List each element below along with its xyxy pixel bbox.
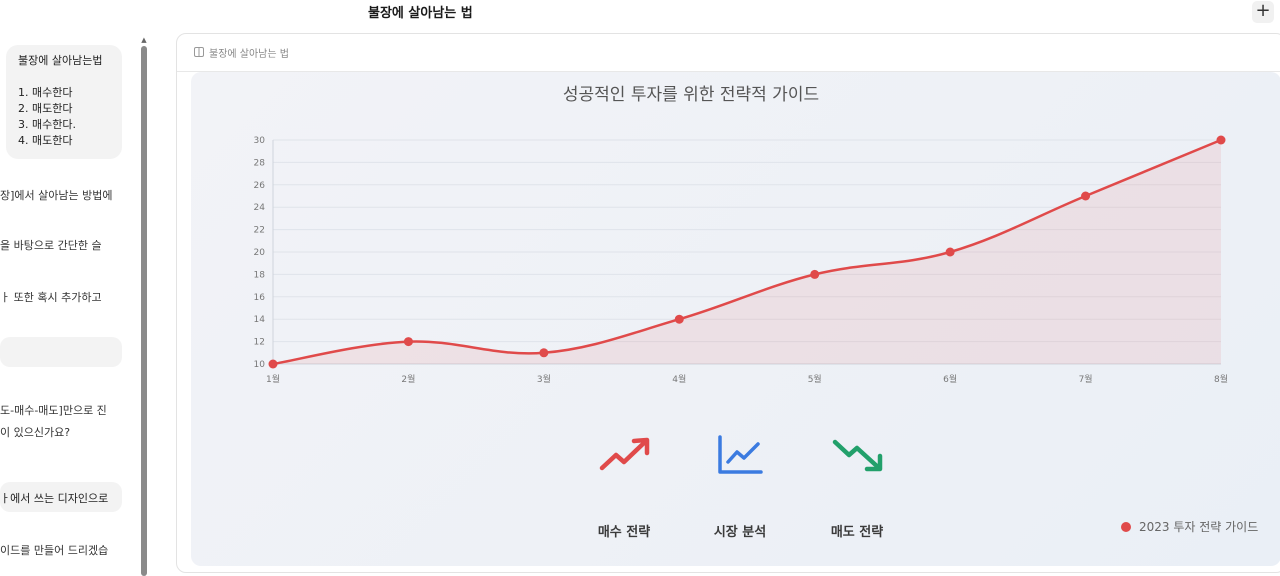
assistant-text-line: 이드를 만들어 드리겠습	[0, 544, 109, 557]
y-tick-label: 22	[254, 226, 265, 236]
legend-label: 2023 투자 전략 가이드	[1139, 520, 1259, 534]
data-point[interactable]	[674, 314, 684, 324]
chat-panel: 불장에 살아남는법 1. 매수한다 2. 매도한다 3. 매수한다. 4. 매도…	[0, 26, 140, 568]
x-tick-label: 5월	[808, 373, 822, 385]
artifact-pill[interactable]: ㅏ에서 쓰는 디자인으로	[0, 482, 122, 512]
chart-card: 성공적인 투자를 위한 전략적 가이드 10 12 14 16 18 20 22 24 26 28…	[191, 72, 1280, 566]
artifact-panel: 불장에 살아남는 법 성공적인 투자를 위한 전략적 가이드 10 12 14 16 1…	[176, 33, 1280, 573]
user-message-item: 4. 매도한다	[18, 134, 73, 147]
x-tick-label: 7월	[1079, 373, 1093, 385]
market-analysis-label: 시장 분석	[713, 525, 767, 540]
x-tick-label: 2월	[401, 373, 415, 385]
y-tick-label: 20	[254, 248, 266, 258]
data-point[interactable]	[945, 247, 955, 257]
data-point[interactable]	[268, 359, 278, 369]
y-tick-label: 30	[254, 136, 266, 146]
series-line	[272, 138, 1222, 366]
y-tick-label: 24	[254, 203, 266, 213]
y-tick-label: 16	[254, 293, 266, 303]
y-tick-label: 18	[254, 270, 266, 280]
trending-down-icon	[832, 439, 883, 472]
data-point[interactable]	[1081, 191, 1091, 201]
y-tick-label: 28	[254, 158, 266, 168]
data-point[interactable]	[1216, 135, 1226, 145]
x-tick-label: 1월	[266, 373, 280, 385]
attachment-pill[interactable]	[0, 337, 122, 367]
x-tick-label: 8월	[1214, 373, 1228, 385]
chat-scrollbar[interactable]: ▲	[140, 36, 148, 576]
strategy-icons	[599, 435, 883, 474]
legend-swatch	[1121, 522, 1131, 532]
x-tick-label: 4월	[672, 373, 686, 385]
y-tick-label: 26	[254, 181, 266, 191]
y-tick-label: 14	[254, 315, 266, 325]
y-tick-label: 10	[254, 360, 266, 370]
y-tick-label: 12	[254, 338, 265, 348]
book-icon	[194, 47, 204, 57]
assistant-text-line: ㅏ 또한 혹시 추가하고	[0, 291, 102, 304]
data-point[interactable]	[403, 337, 413, 347]
user-message-item: 3. 매수한다.	[18, 118, 76, 131]
assistant-text-line: 을 바탕으로 간단한 슬	[0, 239, 102, 252]
user-message-title: 불장에 살아남는법	[18, 54, 103, 67]
line-chart: 10 12 14 16 18 20 22 24 26 28 30 1월 2월 3월 4월 5월 6월 7월 8월	[254, 135, 1228, 385]
assistant-text-line: 이 있으신가요?	[0, 426, 71, 439]
scroll-up-icon[interactable]: ▲	[141, 36, 147, 44]
scrollbar-thumb[interactable]	[141, 46, 147, 576]
artifact-header: 불장에 살아남는 법	[177, 34, 1280, 72]
data-point[interactable]	[539, 348, 549, 358]
x-tick-label: 3월	[537, 373, 551, 385]
add-button[interactable]: +	[1252, 1, 1274, 23]
user-message-bubble: 불장에 살아남는법 1. 매수한다 2. 매도한다 3. 매수한다. 4. 매도…	[6, 45, 122, 159]
assistant-text-line: 장]에서 살아남는 방법에	[0, 189, 113, 202]
data-point[interactable]	[810, 269, 820, 279]
document-title: 불장에 살아남는 법	[368, 6, 473, 21]
artifact-pill-label: ㅏ에서 쓰는 디자인으로	[0, 492, 109, 505]
assistant-text-line: 도-매수-매도]만으로 진	[0, 404, 107, 417]
user-message-item: 1. 매수한다	[18, 86, 73, 99]
buy-strategy-label: 매수 전략	[597, 525, 651, 540]
chart-legend[interactable]: 2023 투자 전략 가이드	[1121, 518, 1258, 535]
line-chart-icon	[718, 435, 763, 474]
sell-strategy-label: 매도 전략	[830, 525, 884, 540]
top-bar: 불장에 살아남는 법 +	[0, 0, 1280, 26]
trending-up-icon	[599, 437, 650, 471]
chart-title: 성공적인 투자를 위한 전략적 가이드	[562, 85, 820, 105]
user-message-item: 2. 매도한다	[18, 102, 73, 115]
series-area	[273, 140, 1221, 364]
artifact-title: 불장에 살아남는 법	[209, 49, 289, 60]
x-tick-label: 6월	[943, 373, 957, 385]
